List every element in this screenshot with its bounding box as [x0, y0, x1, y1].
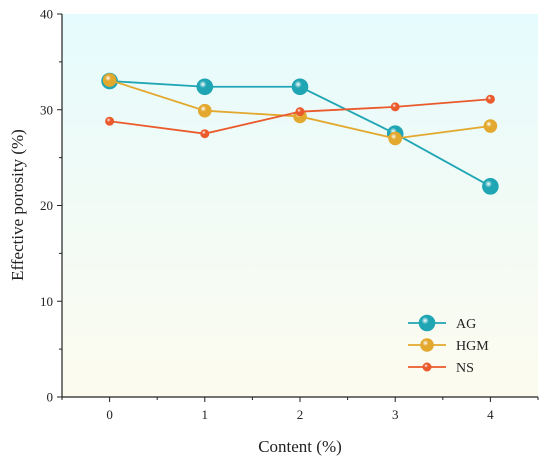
series-ns	[105, 94, 495, 139]
data-point-ns	[390, 102, 400, 112]
legend-item-ns: NS	[408, 361, 474, 376]
x-tick-label: 1	[202, 407, 209, 422]
y-tick-label: 40	[40, 7, 53, 22]
legend-marker	[418, 314, 436, 332]
x-tick-label: 3	[392, 407, 399, 422]
data-point-hgm	[102, 73, 117, 87]
legend-item-hgm: HGM	[408, 338, 489, 354]
series-layer	[101, 72, 499, 195]
legend-label: NS	[456, 361, 474, 376]
legend-item-ag: AG	[408, 314, 476, 332]
legend: AG HGM NS	[408, 314, 489, 376]
y-tick-label: 10	[40, 294, 53, 309]
legend-label: AG	[456, 317, 476, 332]
plot-area-background	[62, 14, 538, 397]
x-tick-label: 4	[487, 407, 494, 422]
x-tick-label: 0	[106, 407, 113, 422]
data-point-ag	[482, 178, 499, 195]
data-point-ag	[196, 78, 214, 96]
data-point-ns	[295, 107, 305, 117]
y-tick-label: 0	[47, 390, 54, 405]
data-point-hgm	[388, 131, 403, 146]
y-tick-label: 30	[40, 102, 53, 117]
legend-label: HGM	[456, 339, 489, 354]
data-point-hgm	[483, 119, 498, 133]
data-point-hgm	[198, 103, 212, 118]
y-axis-label: Effective porosity (%)	[8, 129, 27, 281]
data-point-ns	[200, 129, 210, 139]
x-tick-label: 2	[297, 407, 304, 422]
legend-marker	[420, 338, 434, 352]
data-point-ag	[291, 78, 309, 96]
data-point-ns	[485, 94, 495, 104]
series-hgm	[102, 73, 498, 146]
y-tick-label: 20	[40, 198, 53, 213]
legend-marker	[422, 362, 432, 372]
data-point-ns	[105, 116, 115, 126]
x-axis-label: Content (%)	[258, 437, 342, 456]
